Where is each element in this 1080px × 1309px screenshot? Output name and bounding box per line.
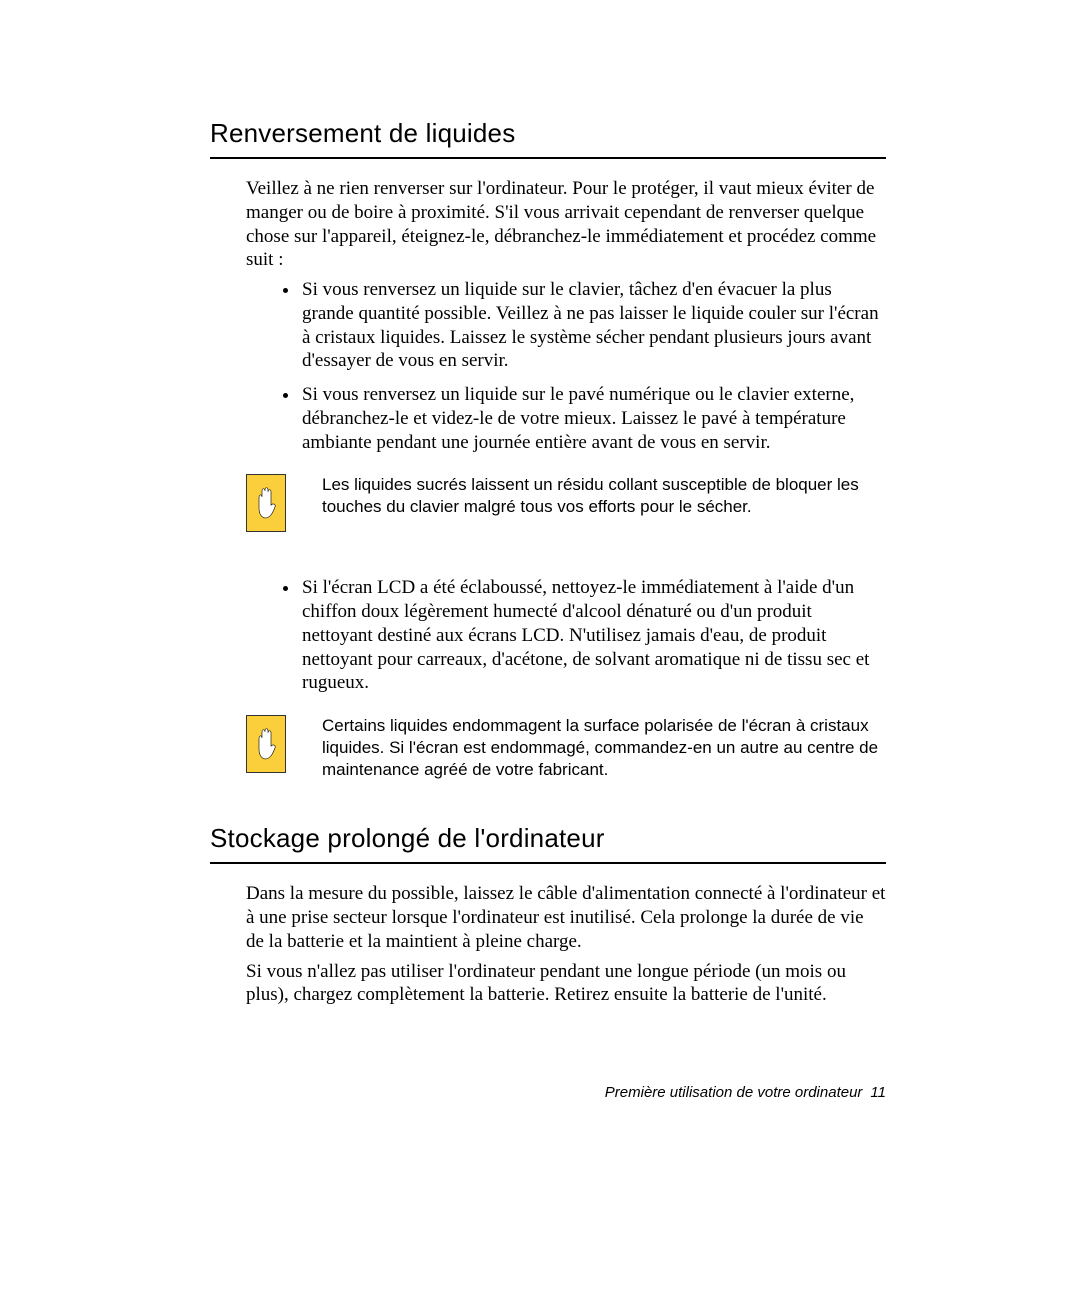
footer: Première utilisation de votre ordinateur… [605, 1084, 886, 1101]
footer-text: Première utilisation de votre ordinateur [605, 1084, 863, 1101]
section2-heading: Stockage prolongé de l'ordinateur [210, 823, 886, 854]
section1-heading: Renversement de liquides [210, 118, 886, 149]
section1-bullets-a: Si vous renversez un liquide sur le clav… [210, 278, 886, 454]
content-area: Renversement de liquides Veillez à ne ri… [210, 118, 886, 1013]
section2-rule [210, 862, 886, 864]
page-number: 11 [870, 1084, 886, 1101]
caution-note-1-text: Les liquides sucrés laissent un résidu c… [322, 474, 886, 518]
list-item: Si vous renversez un liquide sur le clav… [300, 278, 886, 373]
list-item: Si vous renversez un liquide sur le pavé… [300, 383, 886, 454]
hand-stop-icon [246, 474, 286, 532]
section1-intro: Veillez à ne rien renverser sur l'ordina… [210, 177, 886, 272]
list-item: Si l'écran LCD a été éclaboussé, nettoye… [300, 576, 886, 695]
section2-para2: Si vous n'allez pas utiliser l'ordinateu… [210, 960, 886, 1008]
section2: Stockage prolongé de l'ordinateur Dans l… [210, 823, 886, 1007]
caution-note-2: Certains liquides endommagent la surface… [210, 715, 886, 781]
page: Renversement de liquides Veillez à ne ri… [0, 0, 1080, 1309]
section1-bullets-b: Si l'écran LCD a été éclaboussé, nettoye… [210, 576, 886, 695]
section2-para1: Dans la mesure du possible, laissez le c… [210, 882, 886, 953]
caution-note-2-text: Certains liquides endommagent la surface… [322, 715, 886, 781]
hand-stop-icon [246, 715, 286, 773]
section1-rule [210, 157, 886, 159]
caution-note-1: Les liquides sucrés laissent un résidu c… [210, 474, 886, 532]
